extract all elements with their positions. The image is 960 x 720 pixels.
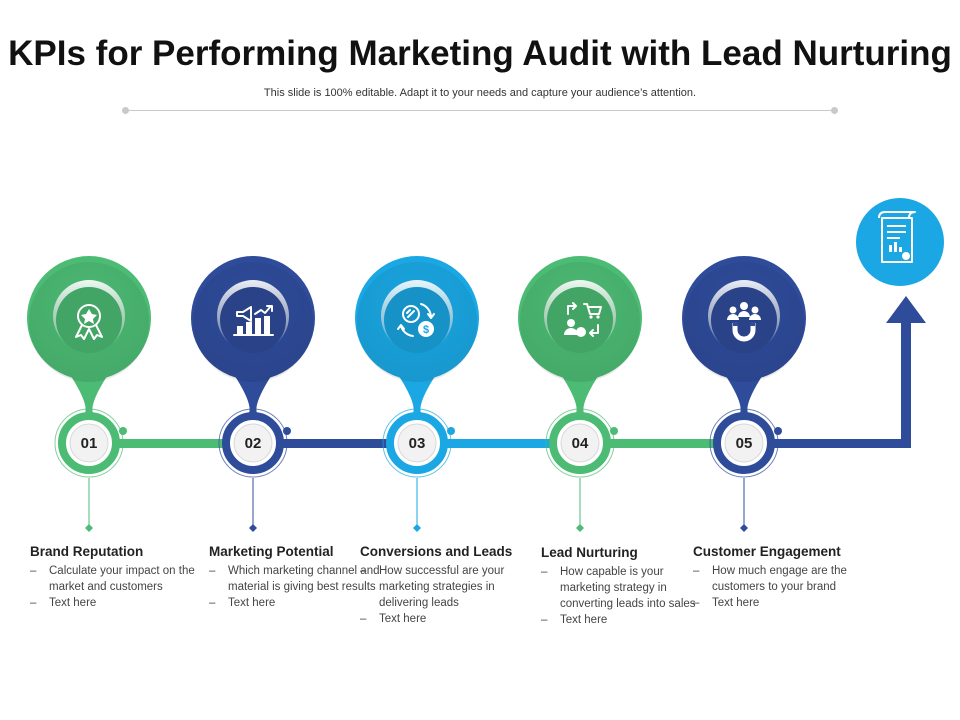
- node-outer-ring: [54, 408, 124, 478]
- step-number: 05: [736, 435, 753, 452]
- connector-1: [108, 439, 234, 448]
- connector-2: [272, 439, 398, 448]
- svg-text:$: $: [423, 324, 429, 336]
- node-dot: [283, 427, 291, 435]
- award-ribbon-icon: [75, 304, 103, 340]
- leader-marker: [576, 524, 584, 532]
- step-05: 05: [682, 256, 806, 532]
- lead-cart-icon: [564, 302, 602, 337]
- step-bullet: How successful are your marketing strate…: [360, 563, 535, 611]
- step-bullet: Text here: [541, 612, 716, 628]
- icon-disc: [547, 287, 613, 353]
- step-01: 01: [27, 256, 151, 532]
- step-bullet: How much engage are the customers to you…: [693, 563, 868, 595]
- step-03: $03: [355, 256, 479, 532]
- megaphone-chart-icon: [233, 305, 274, 336]
- step-bullet: Text here: [30, 595, 205, 611]
- node-outer-ring: [218, 408, 288, 478]
- step-description-01: Brand Reputation Calculate your impact on…: [30, 544, 205, 611]
- conversion-dollar-icon: $: [397, 303, 435, 337]
- step-bullet: Text here: [360, 611, 535, 627]
- step-number: 04: [572, 435, 589, 452]
- node-dot: [119, 427, 127, 435]
- leader-marker: [413, 524, 421, 532]
- step-bullet: How capable is your marketing strategy i…: [541, 564, 716, 612]
- node-outer-ring: [382, 408, 452, 478]
- step-bullet: Text here: [209, 595, 384, 611]
- node-dot: [447, 427, 455, 435]
- node-outer-ring: [545, 408, 615, 478]
- leader-marker: [85, 524, 93, 532]
- step-description-03: Conversions and Leads How successful are …: [360, 544, 535, 627]
- divider-line: [126, 110, 834, 111]
- step-heading: Customer Engagement: [693, 544, 841, 559]
- step-bullet: Calculate your impact on the market and …: [30, 563, 205, 595]
- step-number: 02: [245, 435, 262, 452]
- node-dot: [774, 427, 782, 435]
- icon-disc: [220, 287, 286, 353]
- connector-4: [600, 439, 726, 448]
- step-heading: Conversions and Leads: [360, 544, 513, 559]
- icon-disc: [711, 287, 777, 353]
- timeline-connectors: [108, 296, 926, 448]
- step-description-05: Customer Engagement How much engage are t…: [693, 544, 868, 611]
- magnet-people-icon: [727, 302, 761, 342]
- step-number: 03: [409, 435, 426, 452]
- step-heading: Brand Reputation: [30, 544, 144, 559]
- arrow-head: [886, 296, 926, 323]
- final-report-badge: [856, 198, 944, 286]
- divider-dot-left: [122, 107, 129, 114]
- step-bullet: Text here: [693, 595, 868, 611]
- step-04: 04: [518, 256, 642, 532]
- step-02: 02: [191, 256, 315, 532]
- divider-dot-right: [831, 107, 838, 114]
- connector-3: [436, 439, 562, 448]
- report-document-icon: [878, 211, 916, 263]
- node-outer-ring: [709, 408, 779, 478]
- step-description-04: Lead Nurturing How capable is your market…: [541, 545, 716, 628]
- step-number: 01: [81, 435, 98, 452]
- step-heading: Lead Nurturing: [541, 545, 638, 560]
- step-bullet: Which marketing channel and material is …: [209, 563, 384, 595]
- page-subtitle: This slide is 100% editable. Adapt it to…: [263, 87, 697, 99]
- leader-marker: [249, 524, 257, 532]
- step-description-02: Marketing Potential Which marketing chann…: [209, 544, 384, 611]
- step-heading: Marketing Potential: [209, 544, 334, 559]
- node-dot: [610, 427, 618, 435]
- leader-marker: [740, 524, 748, 532]
- page-title: KPIs for Performing Marketing Audit with…: [8, 34, 952, 73]
